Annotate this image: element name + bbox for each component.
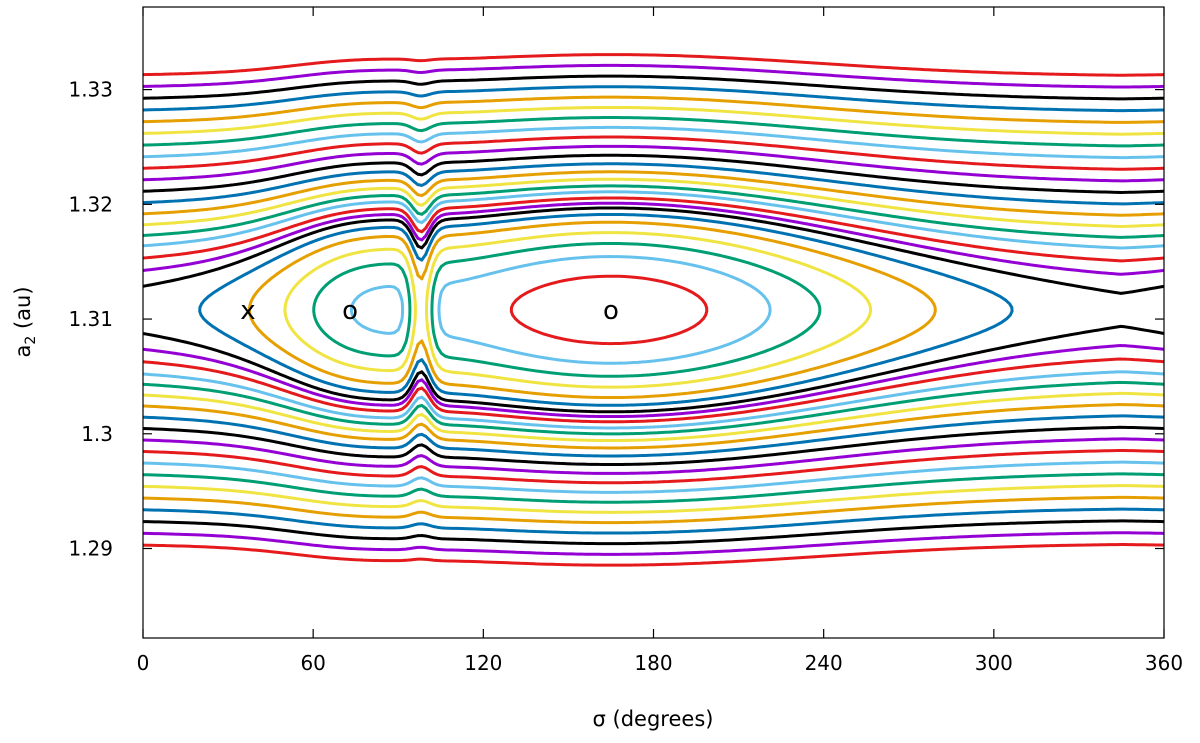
contour-line bbox=[312, 241, 822, 378]
contour-line bbox=[143, 153, 1164, 466]
x-tick-label: 0 bbox=[137, 651, 150, 675]
contour-line bbox=[247, 220, 937, 400]
contour-line bbox=[143, 196, 1164, 424]
x-tick-label: 360 bbox=[1145, 651, 1183, 675]
axis-ticks: 0 60 120 180 240 300 360 1.29 1.3 1.31 1.32 1.33 bbox=[68, 7, 1183, 675]
contour-line bbox=[143, 201, 1164, 419]
contour-line bbox=[143, 74, 1164, 546]
x-tick-label: 60 bbox=[300, 651, 325, 675]
contour-line bbox=[143, 85, 1164, 535]
stationary-point-saddle-marker: x bbox=[240, 296, 255, 326]
contour-line bbox=[143, 125, 1164, 494]
contour-line bbox=[143, 184, 1164, 436]
contour-line bbox=[143, 135, 1164, 485]
contour-line bbox=[143, 144, 1164, 475]
contour-line bbox=[143, 53, 1164, 567]
contour-line bbox=[349, 255, 772, 365]
contour-line bbox=[509, 274, 709, 346]
contour-line bbox=[143, 63, 1164, 556]
y-axis-label: a2 (au) bbox=[11, 286, 39, 357]
x-tick-label: 180 bbox=[634, 651, 672, 675]
y-tick-label: 1.31 bbox=[68, 307, 113, 331]
y-tick-label: 1.33 bbox=[68, 78, 113, 102]
x-axis-label: σ (degrees) bbox=[593, 707, 714, 731]
contour-line bbox=[283, 231, 873, 389]
contour-line bbox=[143, 95, 1164, 525]
y-tick-label: 1.3 bbox=[81, 422, 113, 446]
contour-line bbox=[143, 162, 1164, 458]
y-tick-label: 1.32 bbox=[68, 192, 113, 216]
contour-line bbox=[143, 170, 1164, 450]
contour-lines bbox=[143, 53, 1164, 567]
contour-line bbox=[198, 212, 1014, 407]
contour-line bbox=[143, 177, 1164, 443]
x-tick-label: 300 bbox=[975, 651, 1013, 675]
x-tick-label: 240 bbox=[805, 651, 843, 675]
contour-line bbox=[143, 105, 1164, 514]
contour-line bbox=[143, 190, 1164, 430]
stationary-point-center-marker: o bbox=[342, 296, 358, 326]
contour-line bbox=[143, 116, 1164, 504]
x-tick-label: 120 bbox=[464, 651, 502, 675]
y-tick-label: 1.29 bbox=[68, 537, 113, 561]
contour-line bbox=[143, 206, 1164, 414]
stationary-point-center-marker: o bbox=[603, 296, 619, 326]
